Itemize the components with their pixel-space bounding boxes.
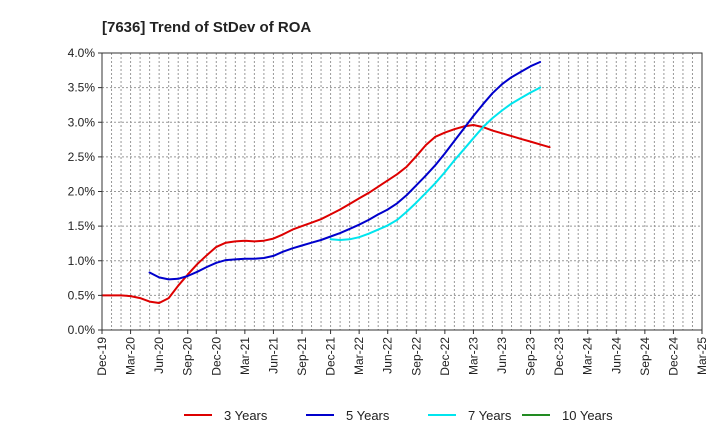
y-tick-label: 1.0% [68, 254, 96, 268]
y-tick-label: 3.5% [68, 81, 96, 95]
x-tick-label: Dec-21 [324, 337, 338, 376]
x-tick-label: Dec-24 [666, 337, 680, 376]
x-tick-label: Dec-20 [209, 337, 223, 376]
x-tick-label: Sep-21 [295, 337, 309, 376]
series-lines [101, 61, 551, 304]
x-tick-label: Mar-24 [581, 337, 595, 375]
x-tick-label: Dec-23 [552, 337, 566, 376]
y-tick-label: 3.0% [68, 115, 96, 129]
x-tick-label: Dec-19 [95, 337, 109, 376]
x-tick-label: Jun-20 [152, 337, 166, 374]
x-tick-label: Mar-21 [238, 337, 252, 375]
x-tick-label: Mar-25 [695, 337, 709, 375]
y-tick-label: 1.5% [68, 219, 96, 233]
y-axis-ticks: 0.0% 0.5% 1.0% 1.5% 2.0% 2.5% 3.0% 3.5% 4.0% [68, 46, 102, 337]
series-line-2 [329, 86, 542, 241]
series-line-0 [101, 124, 551, 304]
legend-label-3: 10 Years [562, 408, 613, 423]
y-tick-label: 4.0% [68, 46, 96, 60]
legend: 3 Years 5 Years 7 Years 10 Years [184, 408, 613, 423]
x-tick-label: Dec-22 [438, 337, 452, 376]
x-tick-label: Jun-22 [381, 337, 395, 374]
x-tick-label: Sep-22 [409, 337, 423, 376]
x-tick-label: Jun-23 [495, 337, 509, 374]
x-axis-ticks: Dec-19 Mar-20 Jun-20 Sep-20 Dec-20 Mar-21 Jun-… [95, 330, 709, 376]
y-tick-label: 0.0% [68, 323, 96, 337]
y-tick-label: 2.5% [68, 150, 96, 164]
x-tick-label: Mar-22 [352, 337, 366, 375]
y-tick-label: 0.5% [68, 288, 96, 302]
legend-label-2: 7 Years [468, 408, 512, 423]
x-tick-label: Sep-23 [524, 337, 538, 376]
chart-title: [7636] Trend of StDev of ROA [102, 19, 311, 36]
x-tick-label: Sep-20 [181, 337, 195, 376]
x-tick-label: Sep-24 [638, 337, 652, 376]
x-tick-label: Mar-23 [466, 337, 480, 375]
x-tick-label: Mar-20 [124, 337, 138, 375]
y-tick-label: 2.0% [68, 185, 96, 199]
series-line-1 [148, 61, 542, 281]
legend-label-0: 3 Years [224, 408, 268, 423]
legend-label-1: 5 Years [346, 408, 390, 423]
x-tick-label: Jun-21 [266, 337, 280, 374]
x-tick-label: Jun-24 [609, 337, 623, 374]
